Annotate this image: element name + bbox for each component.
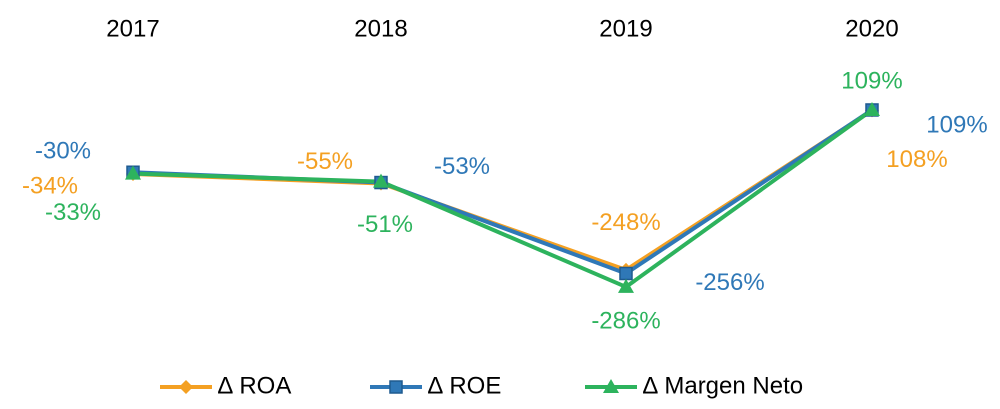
- data-label: 109%: [841, 67, 902, 94]
- data-point: [373, 173, 389, 188]
- data-label: 108%: [886, 146, 947, 173]
- legend-label: ∆ ROA: [218, 372, 291, 399]
- x-tick-label: 2018: [354, 15, 407, 42]
- data-point: [864, 101, 880, 116]
- data-label: -286%: [591, 307, 660, 334]
- legend-marker: [179, 380, 193, 394]
- x-tick-label: 2017: [106, 15, 159, 42]
- x-tick-label: 2019: [599, 15, 652, 42]
- data-label: -55%: [297, 148, 353, 175]
- data-point: [619, 266, 633, 281]
- data-label: 109%: [926, 111, 987, 138]
- data-label: -248%: [591, 209, 660, 236]
- data-label: -53%: [434, 153, 490, 180]
- legend-label: ∆ Margen Neto: [643, 372, 803, 399]
- legend-marker: [603, 379, 619, 393]
- data-label: -51%: [357, 211, 413, 238]
- legend-marker: [389, 380, 403, 394]
- x-tick-label: 2020: [845, 15, 898, 42]
- data-label: -256%: [695, 269, 764, 296]
- data-point: [125, 165, 141, 180]
- data-point: [618, 278, 634, 293]
- legend-label: ∆ ROE: [428, 372, 501, 399]
- data-label: -34%: [22, 172, 78, 199]
- series-line: [132, 108, 874, 289]
- data-label: -30%: [35, 138, 91, 165]
- data-label: -33%: [45, 199, 101, 226]
